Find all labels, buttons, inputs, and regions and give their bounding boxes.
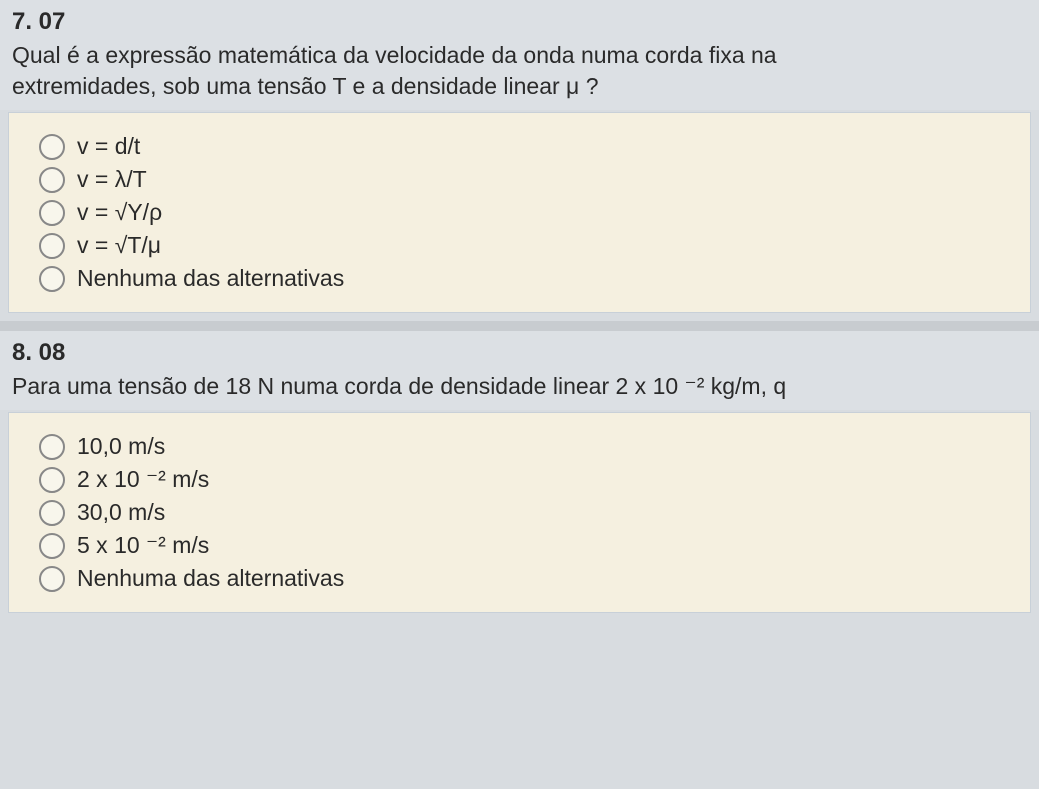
option-row: 10,0 m/s	[39, 433, 1012, 460]
question-7-options: v = d/t v = λ/T v = √Y/ρ v = √T/μ Nenhum…	[8, 112, 1031, 313]
option-row: 2 x 10 ⁻² m/s	[39, 466, 1012, 493]
question-8: 8. 08 Para uma tensão de 18 N numa corda…	[0, 331, 1039, 613]
question-7-number: 7. 07	[12, 8, 1027, 36]
option-row: 5 x 10 ⁻² m/s	[39, 532, 1012, 559]
question-7-text-line1: Qual é a expressão matemática da velocid…	[12, 42, 777, 68]
question-7-text: Qual é a expressão matemática da velocid…	[0, 40, 1039, 110]
option-label: v = λ/T	[77, 166, 147, 193]
option-row: Nenhuma das alternativas	[39, 565, 1012, 592]
radio-button[interactable]	[39, 233, 65, 259]
option-label: v = d/t	[77, 133, 140, 160]
radio-button[interactable]	[39, 200, 65, 226]
option-label: 5 x 10 ⁻² m/s	[77, 532, 209, 559]
question-divider	[0, 321, 1039, 331]
question-8-options: 10,0 m/s 2 x 10 ⁻² m/s 30,0 m/s 5 x 10 ⁻…	[8, 412, 1031, 613]
option-label: v = √Y/ρ	[77, 199, 162, 226]
radio-button[interactable]	[39, 167, 65, 193]
option-label: v = √T/μ	[77, 232, 161, 259]
option-label: 10,0 m/s	[77, 433, 165, 460]
radio-button[interactable]	[39, 533, 65, 559]
option-label: Nenhuma das alternativas	[77, 565, 344, 592]
question-7-text-line2: extremidades, sob uma tensão T e a densi…	[12, 73, 599, 99]
question-8-text-line: Para uma tensão de 18 N numa corda de de…	[12, 373, 786, 399]
option-row: v = √Y/ρ	[39, 199, 1012, 226]
question-7-header: 7. 07	[0, 0, 1039, 40]
radio-button[interactable]	[39, 134, 65, 160]
option-row: 30,0 m/s	[39, 499, 1012, 526]
option-label: Nenhuma das alternativas	[77, 265, 344, 292]
radio-button[interactable]	[39, 266, 65, 292]
question-8-number: 8. 08	[12, 339, 1027, 367]
radio-button[interactable]	[39, 500, 65, 526]
radio-button[interactable]	[39, 467, 65, 493]
option-row: Nenhuma das alternativas	[39, 265, 1012, 292]
question-8-header: 8. 08	[0, 331, 1039, 371]
option-row: v = d/t	[39, 133, 1012, 160]
question-8-text: Para uma tensão de 18 N numa corda de de…	[0, 371, 1039, 410]
option-row: v = λ/T	[39, 166, 1012, 193]
option-row: v = √T/μ	[39, 232, 1012, 259]
option-label: 2 x 10 ⁻² m/s	[77, 466, 209, 493]
question-7: 7. 07 Qual é a expressão matemática da v…	[0, 0, 1039, 313]
radio-button[interactable]	[39, 566, 65, 592]
option-label: 30,0 m/s	[77, 499, 165, 526]
radio-button[interactable]	[39, 434, 65, 460]
